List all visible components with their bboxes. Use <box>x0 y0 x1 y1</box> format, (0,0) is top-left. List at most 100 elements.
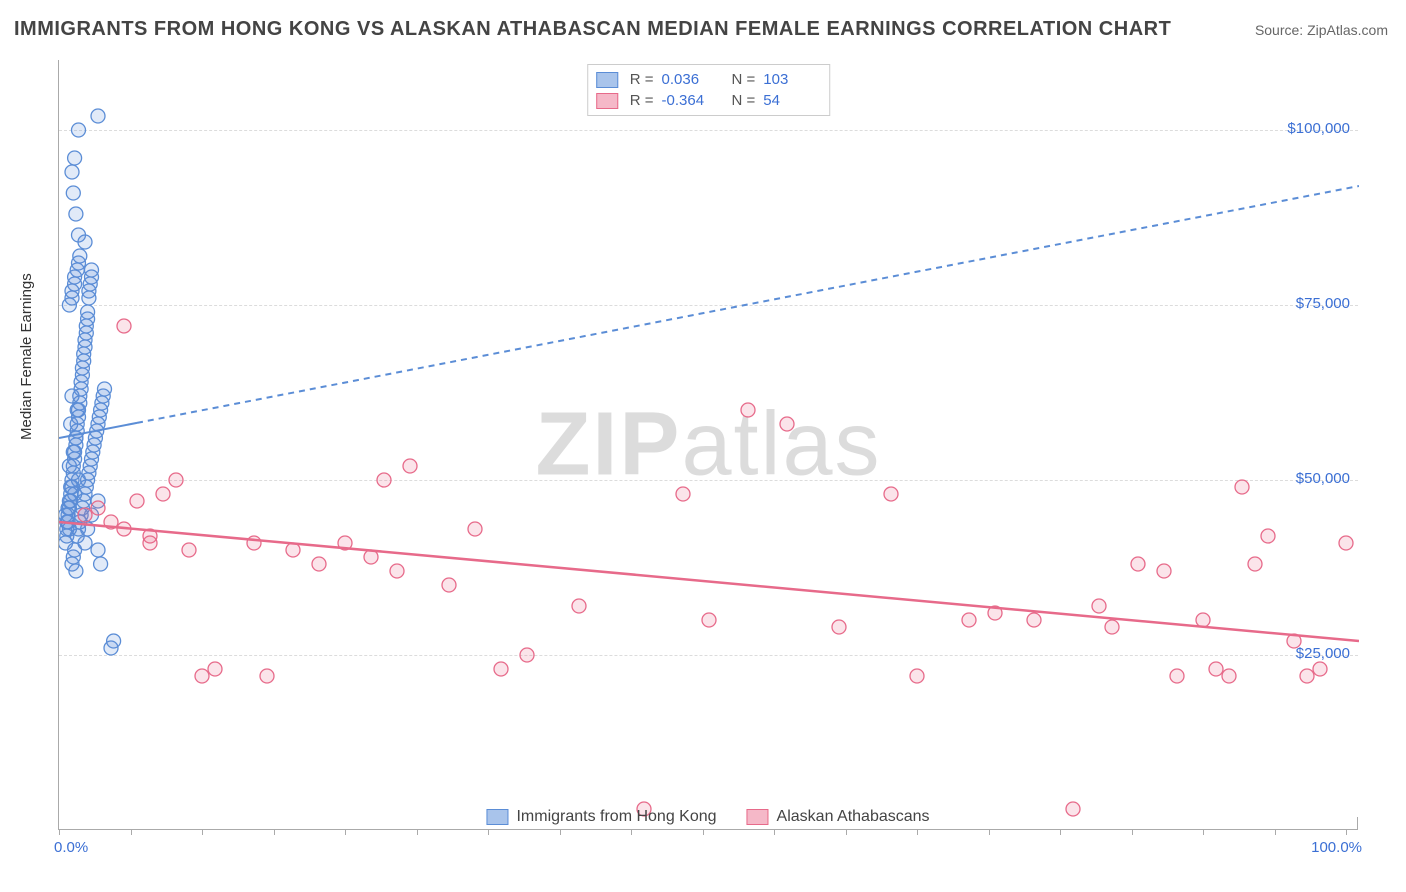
data-point <box>81 305 95 319</box>
data-point <box>1300 669 1314 683</box>
data-point <box>64 480 78 494</box>
data-point <box>1066 802 1080 816</box>
data-point <box>741 403 755 417</box>
data-point <box>65 284 79 298</box>
data-point <box>69 207 83 221</box>
data-point <box>1196 613 1210 627</box>
r-value: 0.036 <box>662 71 720 88</box>
data-point <box>107 634 121 648</box>
data-point <box>130 494 144 508</box>
data-point <box>83 277 97 291</box>
data-point <box>82 291 96 305</box>
data-point <box>494 662 508 676</box>
series-legend: Immigrants from Hong Kong Alaskan Athaba… <box>486 808 929 826</box>
n-label: N = <box>732 92 756 109</box>
swatch-icon <box>596 72 618 88</box>
data-point <box>66 459 80 473</box>
r-label: R = <box>630 92 654 109</box>
data-point <box>78 508 92 522</box>
data-point <box>77 347 91 361</box>
data-point <box>1170 669 1184 683</box>
data-point <box>75 361 89 375</box>
data-point <box>74 375 88 389</box>
data-point <box>403 459 417 473</box>
data-point <box>62 298 76 312</box>
data-point <box>91 501 105 515</box>
data-point <box>1313 662 1327 676</box>
swatch-icon <box>596 93 618 109</box>
data-point <box>94 557 108 571</box>
legend-item-1: Alaskan Athabascans <box>747 808 930 826</box>
chart-title: IMMIGRANTS FROM HONG KONG VS ALASKAN ATH… <box>14 18 1171 41</box>
data-point <box>72 256 86 270</box>
data-point <box>70 417 84 431</box>
legend-label: Alaskan Athabascans <box>777 808 930 826</box>
data-point <box>260 669 274 683</box>
data-point <box>72 228 86 242</box>
data-point <box>390 564 404 578</box>
data-point <box>79 319 93 333</box>
data-point <box>676 487 690 501</box>
data-point <box>156 487 170 501</box>
data-point <box>143 536 157 550</box>
data-point <box>247 536 261 550</box>
data-point <box>182 543 196 557</box>
legend-item-0: Immigrants from Hong Kong <box>486 808 716 826</box>
data-point <box>780 417 794 431</box>
x-axis-tick-label-max: 100.0% <box>1311 839 1362 856</box>
data-point <box>72 123 86 137</box>
legend-label: Immigrants from Hong Kong <box>516 808 716 826</box>
source-attribution: Source: ZipAtlas.com <box>1255 22 1388 38</box>
x-axis-tick-label-min: 0.0% <box>54 839 88 856</box>
data-point <box>208 662 222 676</box>
data-point <box>520 648 534 662</box>
data-point <box>1105 620 1119 634</box>
data-point <box>1092 599 1106 613</box>
legend-row-series-0: R = 0.036 N = 103 <box>596 69 822 90</box>
swatch-icon <box>747 809 769 825</box>
data-point <box>442 578 456 592</box>
data-point <box>1209 662 1223 676</box>
data-point <box>78 333 92 347</box>
n-value: 54 <box>763 92 821 109</box>
data-point <box>65 165 79 179</box>
data-point <box>1339 536 1353 550</box>
y-axis-label: Median Female Earnings <box>18 273 35 440</box>
data-point <box>1235 480 1249 494</box>
scatter-svg <box>59 60 1359 830</box>
data-point <box>1131 557 1145 571</box>
data-point <box>169 473 183 487</box>
legend-row-series-1: R = -0.364 N = 54 <box>596 90 822 111</box>
data-point <box>1248 557 1262 571</box>
data-point <box>69 564 83 578</box>
data-point <box>62 494 76 508</box>
data-point <box>72 403 86 417</box>
data-point <box>312 557 326 571</box>
data-point <box>884 487 898 501</box>
data-point <box>1157 564 1171 578</box>
data-point <box>572 599 586 613</box>
data-point <box>702 613 716 627</box>
n-value: 103 <box>763 71 821 88</box>
data-point <box>1261 529 1275 543</box>
data-point <box>78 536 92 550</box>
data-point <box>91 543 105 557</box>
data-point <box>377 473 391 487</box>
data-point <box>1222 669 1236 683</box>
data-point <box>468 522 482 536</box>
data-point <box>85 263 99 277</box>
trend-line-extrapolated <box>137 186 1359 423</box>
data-point <box>98 382 112 396</box>
n-label: N = <box>732 71 756 88</box>
data-point <box>68 151 82 165</box>
data-point <box>962 613 976 627</box>
data-point <box>66 186 80 200</box>
data-point <box>68 445 82 459</box>
data-point <box>910 669 924 683</box>
plot-region: ZIPatlas R = 0.036 N = 103 R = -0.364 N … <box>58 60 1358 830</box>
swatch-icon <box>486 809 508 825</box>
data-point <box>117 319 131 333</box>
data-point <box>195 669 209 683</box>
data-point <box>1027 613 1041 627</box>
r-value: -0.364 <box>662 92 720 109</box>
